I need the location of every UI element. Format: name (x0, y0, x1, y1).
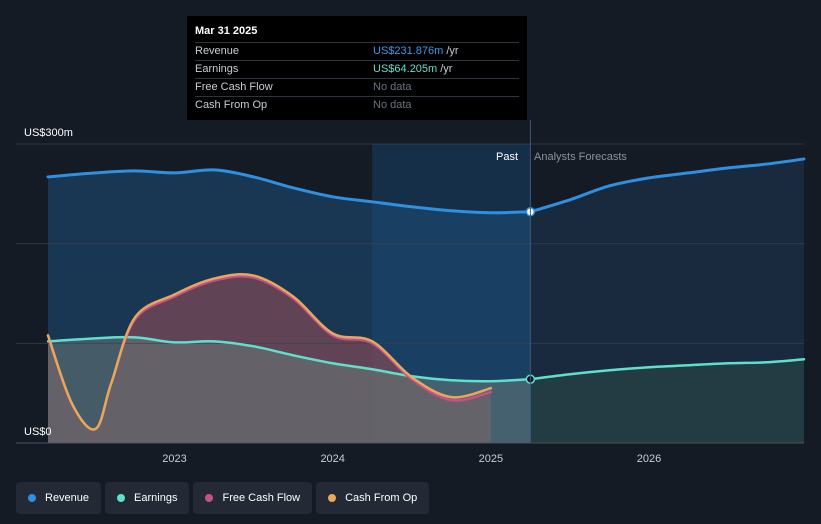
legend-item-revenue[interactable]: Revenue (16, 482, 102, 514)
forecast-label: Analysts Forecasts (534, 151, 627, 163)
past-label: Past (496, 151, 518, 163)
tooltip-date: Mar 31 2025 (195, 25, 258, 37)
tooltip-unit: /yr (446, 45, 459, 57)
x-tick-label: 2024 (320, 453, 344, 465)
tooltip-row-cash-from-op: Cash From Op No data (195, 96, 519, 114)
tooltip-value: No data (373, 99, 412, 111)
tooltip-row-earnings: Earnings US$64.205m /yr (195, 60, 519, 78)
x-tick-label: 2025 (479, 453, 503, 465)
earnings-area (48, 337, 531, 443)
tooltip-row-revenue: Revenue US$231.876m /yr (195, 42, 519, 60)
legend-item-earnings[interactable]: Earnings (105, 482, 190, 514)
y-tick-label: US$300m (24, 127, 73, 139)
revenue-dot-icon (28, 494, 36, 502)
tooltip-value: No data (373, 81, 412, 93)
tooltip-label: Earnings (195, 63, 239, 75)
legend: Revenue Earnings Free Cash Flow Cash Fro… (16, 482, 430, 514)
cash-from-op-line (46, 273, 493, 431)
tooltip-label: Revenue (195, 45, 240, 57)
y-tick-label: US$0 (24, 426, 52, 438)
legend-label: Cash From Op (345, 492, 418, 504)
legend-label: Earnings (134, 492, 178, 504)
earnings-forecast-line (529, 358, 806, 381)
x-tick-label: 2026 (637, 453, 661, 465)
free-cash-flow-dot-icon (205, 494, 214, 502)
earnings-dot-icon (117, 494, 126, 502)
tooltip-value: US$64.205m (373, 63, 438, 75)
legend-label: Revenue (45, 492, 90, 504)
tooltip-value: US$231.876m (373, 45, 444, 57)
revenue-line (46, 168, 532, 215)
legend-label: Free Cash Flow (222, 492, 301, 504)
tooltip-unit: /yr (440, 63, 453, 75)
tooltip: Mar 31 2025 Revenue US$231.876m /yr Earn… (187, 16, 527, 120)
tooltip-label: Cash From Op (195, 99, 268, 111)
revenue-forecast-line (528, 157, 806, 214)
legend-item-free-cash-flow[interactable]: Free Cash Flow (193, 482, 313, 514)
earnings-line (46, 335, 532, 383)
tooltip-row-free-cash-flow: Free Cash Flow No data (195, 78, 519, 96)
x-tick-label: 2023 (162, 453, 186, 465)
cash-from-op-dot-icon (328, 494, 337, 502)
tooltip-label: Free Cash Flow (195, 81, 273, 93)
earnings-forecast-area (530, 359, 804, 443)
legend-item-cash-from-op[interactable]: Cash From Op (316, 482, 430, 514)
